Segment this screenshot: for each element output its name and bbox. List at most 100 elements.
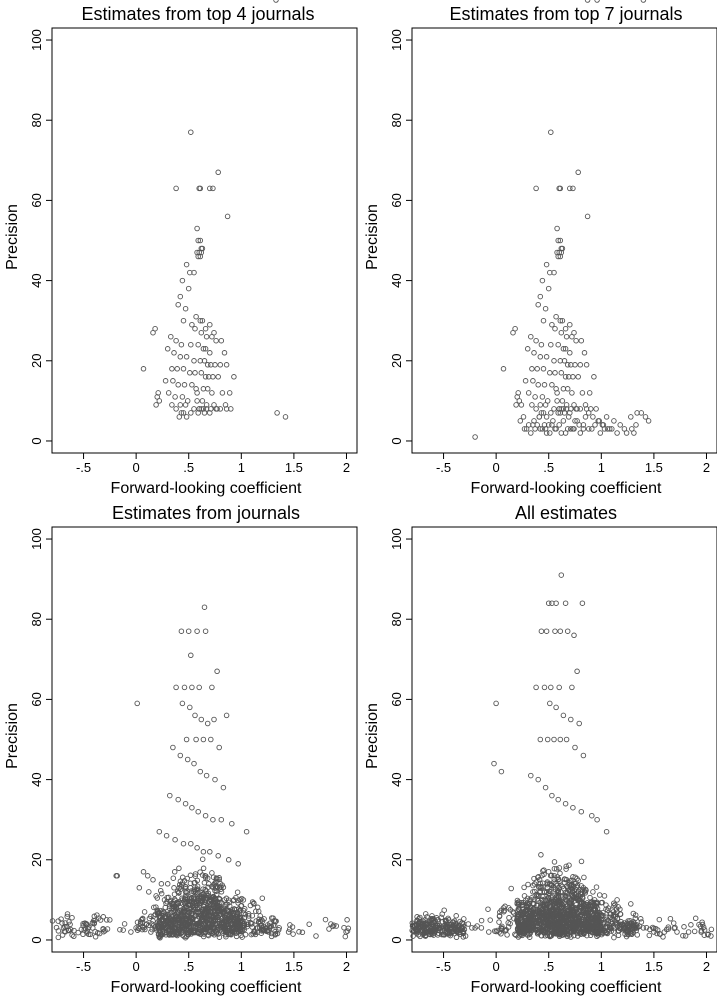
data-point	[164, 881, 171, 887]
data-point	[82, 920, 88, 926]
data-point	[553, 881, 559, 887]
data-point	[202, 874, 209, 881]
data-point	[547, 370, 553, 376]
data-point	[193, 899, 199, 905]
data-point	[613, 920, 620, 927]
data-point	[546, 909, 553, 915]
data-point	[551, 865, 558, 872]
data-point	[210, 374, 216, 380]
data-point	[344, 917, 350, 923]
data-point	[193, 313, 199, 320]
data-point	[547, 700, 553, 707]
data-point	[182, 800, 189, 807]
y-tick-label: 60	[29, 692, 44, 706]
data-point	[157, 924, 163, 931]
data-point	[214, 668, 220, 675]
data-point	[189, 917, 196, 923]
data-point	[605, 905, 612, 911]
data-point	[556, 901, 563, 908]
y-tick-label: 60	[29, 193, 44, 207]
data-point	[188, 410, 194, 416]
data-point	[151, 904, 157, 911]
data-point	[556, 865, 563, 871]
data-point	[499, 926, 505, 932]
data-point	[560, 418, 567, 424]
data-point	[421, 921, 428, 927]
data-point	[326, 926, 332, 932]
data-point	[554, 911, 561, 917]
data-point	[538, 852, 544, 858]
data-point	[268, 930, 275, 937]
x-tick-label: .5	[183, 460, 194, 475]
data-point	[558, 928, 565, 935]
data-point	[583, 362, 590, 368]
data-point	[534, 366, 540, 372]
x-tick-label: -.5	[76, 959, 91, 974]
data-point	[164, 346, 171, 352]
data-point	[593, 913, 600, 919]
data-point	[215, 904, 221, 911]
data-point	[564, 362, 571, 368]
data-point	[209, 390, 215, 396]
data-point	[215, 374, 221, 380]
data-point	[212, 776, 218, 783]
data-point	[557, 870, 563, 877]
data-point	[578, 337, 585, 344]
data-point	[573, 896, 580, 902]
data-point	[552, 370, 558, 376]
data-point	[528, 772, 534, 779]
data-point	[259, 895, 266, 901]
data-point	[184, 756, 191, 763]
data-point	[552, 904, 558, 910]
data-point	[176, 865, 182, 872]
data-point	[194, 398, 200, 404]
data-point	[198, 406, 205, 412]
data-point	[708, 933, 714, 939]
data-point	[588, 924, 595, 931]
data-point	[627, 929, 634, 935]
data-point	[164, 918, 171, 925]
data-point	[578, 883, 585, 889]
data-point	[220, 784, 227, 791]
data-point	[538, 628, 545, 634]
data-point	[195, 237, 201, 244]
data-point	[548, 919, 555, 925]
data-point	[568, 934, 574, 940]
data-point	[226, 390, 233, 396]
data-point	[185, 285, 192, 292]
data-point	[552, 628, 558, 634]
data-point	[215, 853, 221, 859]
marks-group: 0 20 40 60 80 100 -.5 0 .5 1 1.5 2	[29, 27, 358, 475]
data-point	[574, 668, 580, 675]
data-point	[611, 418, 617, 424]
data-point	[545, 285, 552, 292]
data-point	[178, 628, 185, 634]
data-point	[192, 712, 198, 719]
data-point	[568, 716, 574, 723]
data-point	[555, 341, 561, 348]
data-point	[218, 337, 225, 344]
data-point	[253, 908, 259, 915]
data-point	[617, 422, 623, 428]
data-point	[531, 875, 537, 882]
data-point	[49, 918, 56, 924]
data-point	[200, 849, 207, 855]
data-point	[543, 354, 550, 360]
data-point	[205, 924, 211, 930]
data-point	[699, 921, 706, 928]
data-point	[460, 934, 467, 940]
data-point	[478, 917, 485, 924]
data-point	[555, 876, 562, 882]
data-point	[158, 932, 164, 938]
data-point	[207, 185, 213, 192]
data-point	[71, 933, 77, 940]
data-point	[561, 358, 568, 364]
data-point	[630, 919, 637, 925]
data-point	[608, 925, 614, 932]
data-point	[67, 926, 74, 933]
data-point	[556, 684, 562, 691]
data-point	[306, 921, 312, 927]
data-point	[580, 752, 587, 759]
y-tick-label: 60	[389, 193, 404, 207]
data-point	[638, 410, 645, 416]
